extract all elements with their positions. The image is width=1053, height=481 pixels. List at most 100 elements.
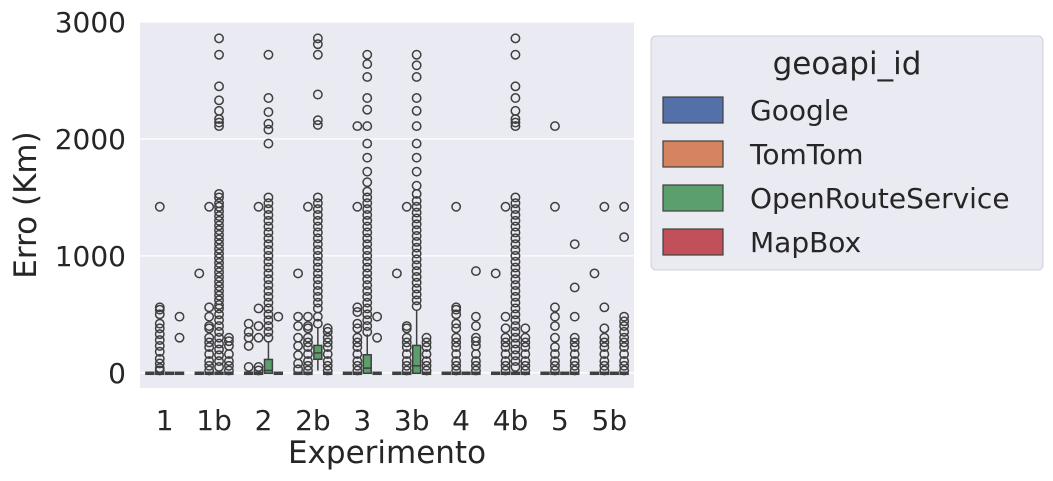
outlier-point [510, 326, 521, 337]
boxplot [391, 268, 402, 376]
outlier-point [510, 215, 521, 226]
outlier-point [589, 268, 600, 279]
outlier-point [253, 201, 264, 212]
outlier-point [303, 332, 313, 343]
outlier-point [362, 59, 373, 70]
outlier-point [263, 107, 274, 117]
outlier-point [411, 219, 422, 230]
outlier-point [411, 213, 422, 224]
x-tick-label: 2 [255, 404, 273, 437]
outlier-point [362, 104, 373, 115]
outlier-point [372, 332, 383, 343]
outlier-point [154, 340, 165, 351]
outlier-point [599, 323, 610, 334]
boxplot [550, 121, 560, 376]
outlier-point [550, 342, 560, 353]
outlier-point [451, 342, 462, 353]
outlier-point [411, 283, 422, 294]
outlier-point [421, 332, 432, 343]
outlier-point [312, 204, 323, 215]
outlier-point [362, 280, 373, 291]
legend-frame [650, 35, 1044, 271]
outlier-point [204, 201, 215, 212]
outlier-point [520, 365, 531, 376]
outlier-point [510, 117, 521, 128]
outlier-point [619, 201, 630, 212]
outlier-point [223, 332, 234, 343]
legend-swatch [662, 96, 724, 124]
boxplot [589, 268, 600, 376]
y-tick-label: 1000 [55, 240, 126, 273]
outlier-point [312, 221, 323, 232]
outlier-point [569, 282, 580, 293]
outlier-point [500, 342, 511, 353]
outlier-point [293, 321, 304, 331]
outlier-point [214, 188, 224, 199]
outlier-point [550, 121, 560, 132]
outlier-point [362, 250, 373, 261]
outlier-point [214, 201, 224, 212]
outlier-point [500, 323, 511, 334]
outlier-point [510, 280, 521, 291]
outlier-point [263, 268, 274, 279]
boxplot [500, 201, 511, 376]
outlier-point [500, 349, 511, 360]
outlier-point [362, 245, 373, 255]
outlier-point [569, 365, 580, 376]
outlier-point [214, 290, 224, 301]
outlier-point [312, 318, 323, 329]
outlier-point [550, 332, 560, 343]
outlier-point [401, 342, 412, 353]
outlier-point [362, 239, 373, 250]
outlier-point [451, 356, 462, 367]
outlier-point [214, 192, 224, 203]
boxplot [461, 371, 471, 376]
outlier-point [312, 49, 323, 60]
outlier-point [550, 349, 560, 360]
legend-label: Google [750, 94, 849, 127]
outlier-point [204, 302, 215, 313]
x-tick-label: 4 [452, 404, 470, 437]
outlier-point [263, 291, 274, 302]
outlier-point [214, 344, 224, 355]
outlier-point [322, 332, 333, 343]
y-tick-label: 2000 [55, 123, 126, 156]
outlier-point [214, 225, 224, 236]
outlier-point [303, 349, 313, 360]
outlier-point [362, 315, 373, 326]
outlier-point [263, 297, 274, 308]
outlier-point [312, 291, 323, 302]
outlier-point [411, 271, 422, 282]
outlier-point [391, 268, 402, 279]
boxplot [569, 239, 580, 376]
outlier-point [510, 33, 521, 44]
outlier-point [194, 268, 205, 279]
outlier-point [214, 321, 224, 331]
outlier-point [510, 309, 521, 320]
outlier-point [214, 257, 224, 268]
boxplot [273, 311, 284, 376]
outlier-point [411, 166, 422, 177]
outlier-point [154, 309, 165, 320]
outlier-point [411, 277, 422, 288]
outlier-point [411, 152, 422, 163]
outlier-point [253, 303, 264, 314]
outlier-point [263, 274, 274, 285]
boxplot [520, 323, 531, 376]
boxplot [619, 201, 630, 376]
outlier-point [510, 250, 521, 261]
outlier-point [204, 321, 215, 331]
x-tick-label: 5b [592, 404, 628, 437]
outlier-point [214, 338, 224, 349]
outlier-point [510, 239, 521, 250]
outlier-point [312, 256, 323, 267]
outlier-point [550, 201, 560, 212]
outlier-point [411, 231, 422, 241]
outlier-point [214, 309, 224, 320]
outlier-point [322, 349, 333, 360]
outlier-point [322, 326, 333, 337]
outlier-point [263, 209, 274, 220]
outlier-point [510, 221, 521, 232]
outlier-point [411, 72, 422, 82]
outlier-point [451, 332, 462, 343]
